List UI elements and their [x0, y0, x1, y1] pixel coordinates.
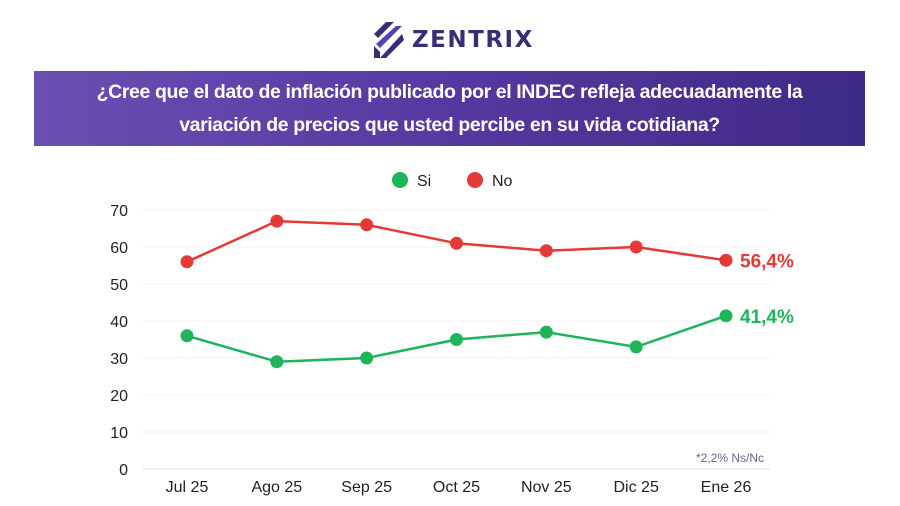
- legend-marker-si: [392, 172, 408, 188]
- data-point: [629, 240, 643, 254]
- legend-label-si: Si: [417, 173, 431, 190]
- data-point: [450, 236, 463, 250]
- question-line-2: variación de precios que usted percibe e…: [179, 114, 720, 136]
- data-point: [629, 340, 643, 354]
- data-point: [539, 244, 553, 258]
- data-point: [450, 333, 463, 346]
- y-tick-label: 10: [110, 425, 128, 442]
- end-value-label: 56,4%: [740, 251, 794, 272]
- y-tick-label: 20: [110, 388, 128, 405]
- x-tick-label: Oct 25: [433, 479, 480, 496]
- x-tick-label: Ene 26: [701, 479, 752, 496]
- x-tick-label: Dic 25: [613, 479, 658, 496]
- data-point: [180, 329, 194, 343]
- legend-marker-no: [467, 172, 483, 188]
- data-point: [180, 255, 194, 269]
- y-tick-label: 30: [110, 351, 128, 368]
- question-line-1: ¿Cree que el dato de inflación publicado…: [96, 81, 803, 103]
- data-point: [539, 325, 553, 339]
- y-tick-label: 60: [110, 240, 128, 257]
- x-tick-label: Ago 25: [251, 479, 302, 496]
- x-tick-label: Jul 25: [166, 479, 209, 496]
- brand-logo: ZENTRIX: [372, 20, 534, 60]
- x-tick-label: Nov 25: [521, 479, 572, 496]
- x-tick-label: Sep 25: [341, 479, 392, 496]
- question-banner: ¿Cree que el dato de inflación publicado…: [34, 71, 865, 146]
- brand-name: ZENTRIX: [412, 27, 534, 53]
- ns-nc-note: *2,2% Ns/Nc: [696, 451, 764, 465]
- end-value-label: 41,4%: [740, 307, 794, 328]
- y-tick-label: 50: [110, 277, 128, 294]
- data-point: [719, 309, 733, 323]
- data-point: [270, 355, 284, 369]
- data-point: [270, 214, 284, 228]
- data-point: [719, 253, 733, 267]
- legend-label-no: No: [492, 173, 513, 190]
- zentrix-logo-icon: [374, 22, 404, 58]
- data-point: [360, 218, 374, 232]
- y-tick-label: 0: [119, 462, 128, 479]
- data-point: [360, 351, 374, 365]
- y-tick-label: 40: [110, 314, 128, 331]
- y-tick-label: 70: [110, 203, 128, 220]
